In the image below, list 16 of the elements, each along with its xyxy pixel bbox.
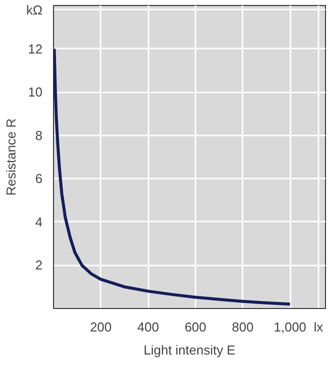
x-tick-label: 1,000 — [274, 320, 306, 334]
x-tick-label: 600 — [184, 320, 206, 334]
y-tick-label: kΩ — [26, 2, 43, 18]
y-tick-label: 4 — [35, 214, 43, 230]
x-tick-label: lx — [314, 320, 324, 334]
y-tick-label: 8 — [35, 128, 43, 143]
y-tick-label: 6 — [35, 171, 43, 186]
x-tick-label: 800 — [232, 320, 254, 334]
y-tick-label: 10 — [28, 84, 43, 100]
x-tick-label: 200 — [90, 320, 112, 334]
y-axis-title: Resistance R — [3, 118, 18, 196]
x-axis-title: Light intensity E — [144, 342, 236, 358]
x-tick-label: 400 — [137, 320, 159, 334]
y-tick-label: 12 — [28, 41, 43, 56]
line-series — [54, 47, 292, 306]
y-tick-label: 2 — [35, 258, 43, 273]
